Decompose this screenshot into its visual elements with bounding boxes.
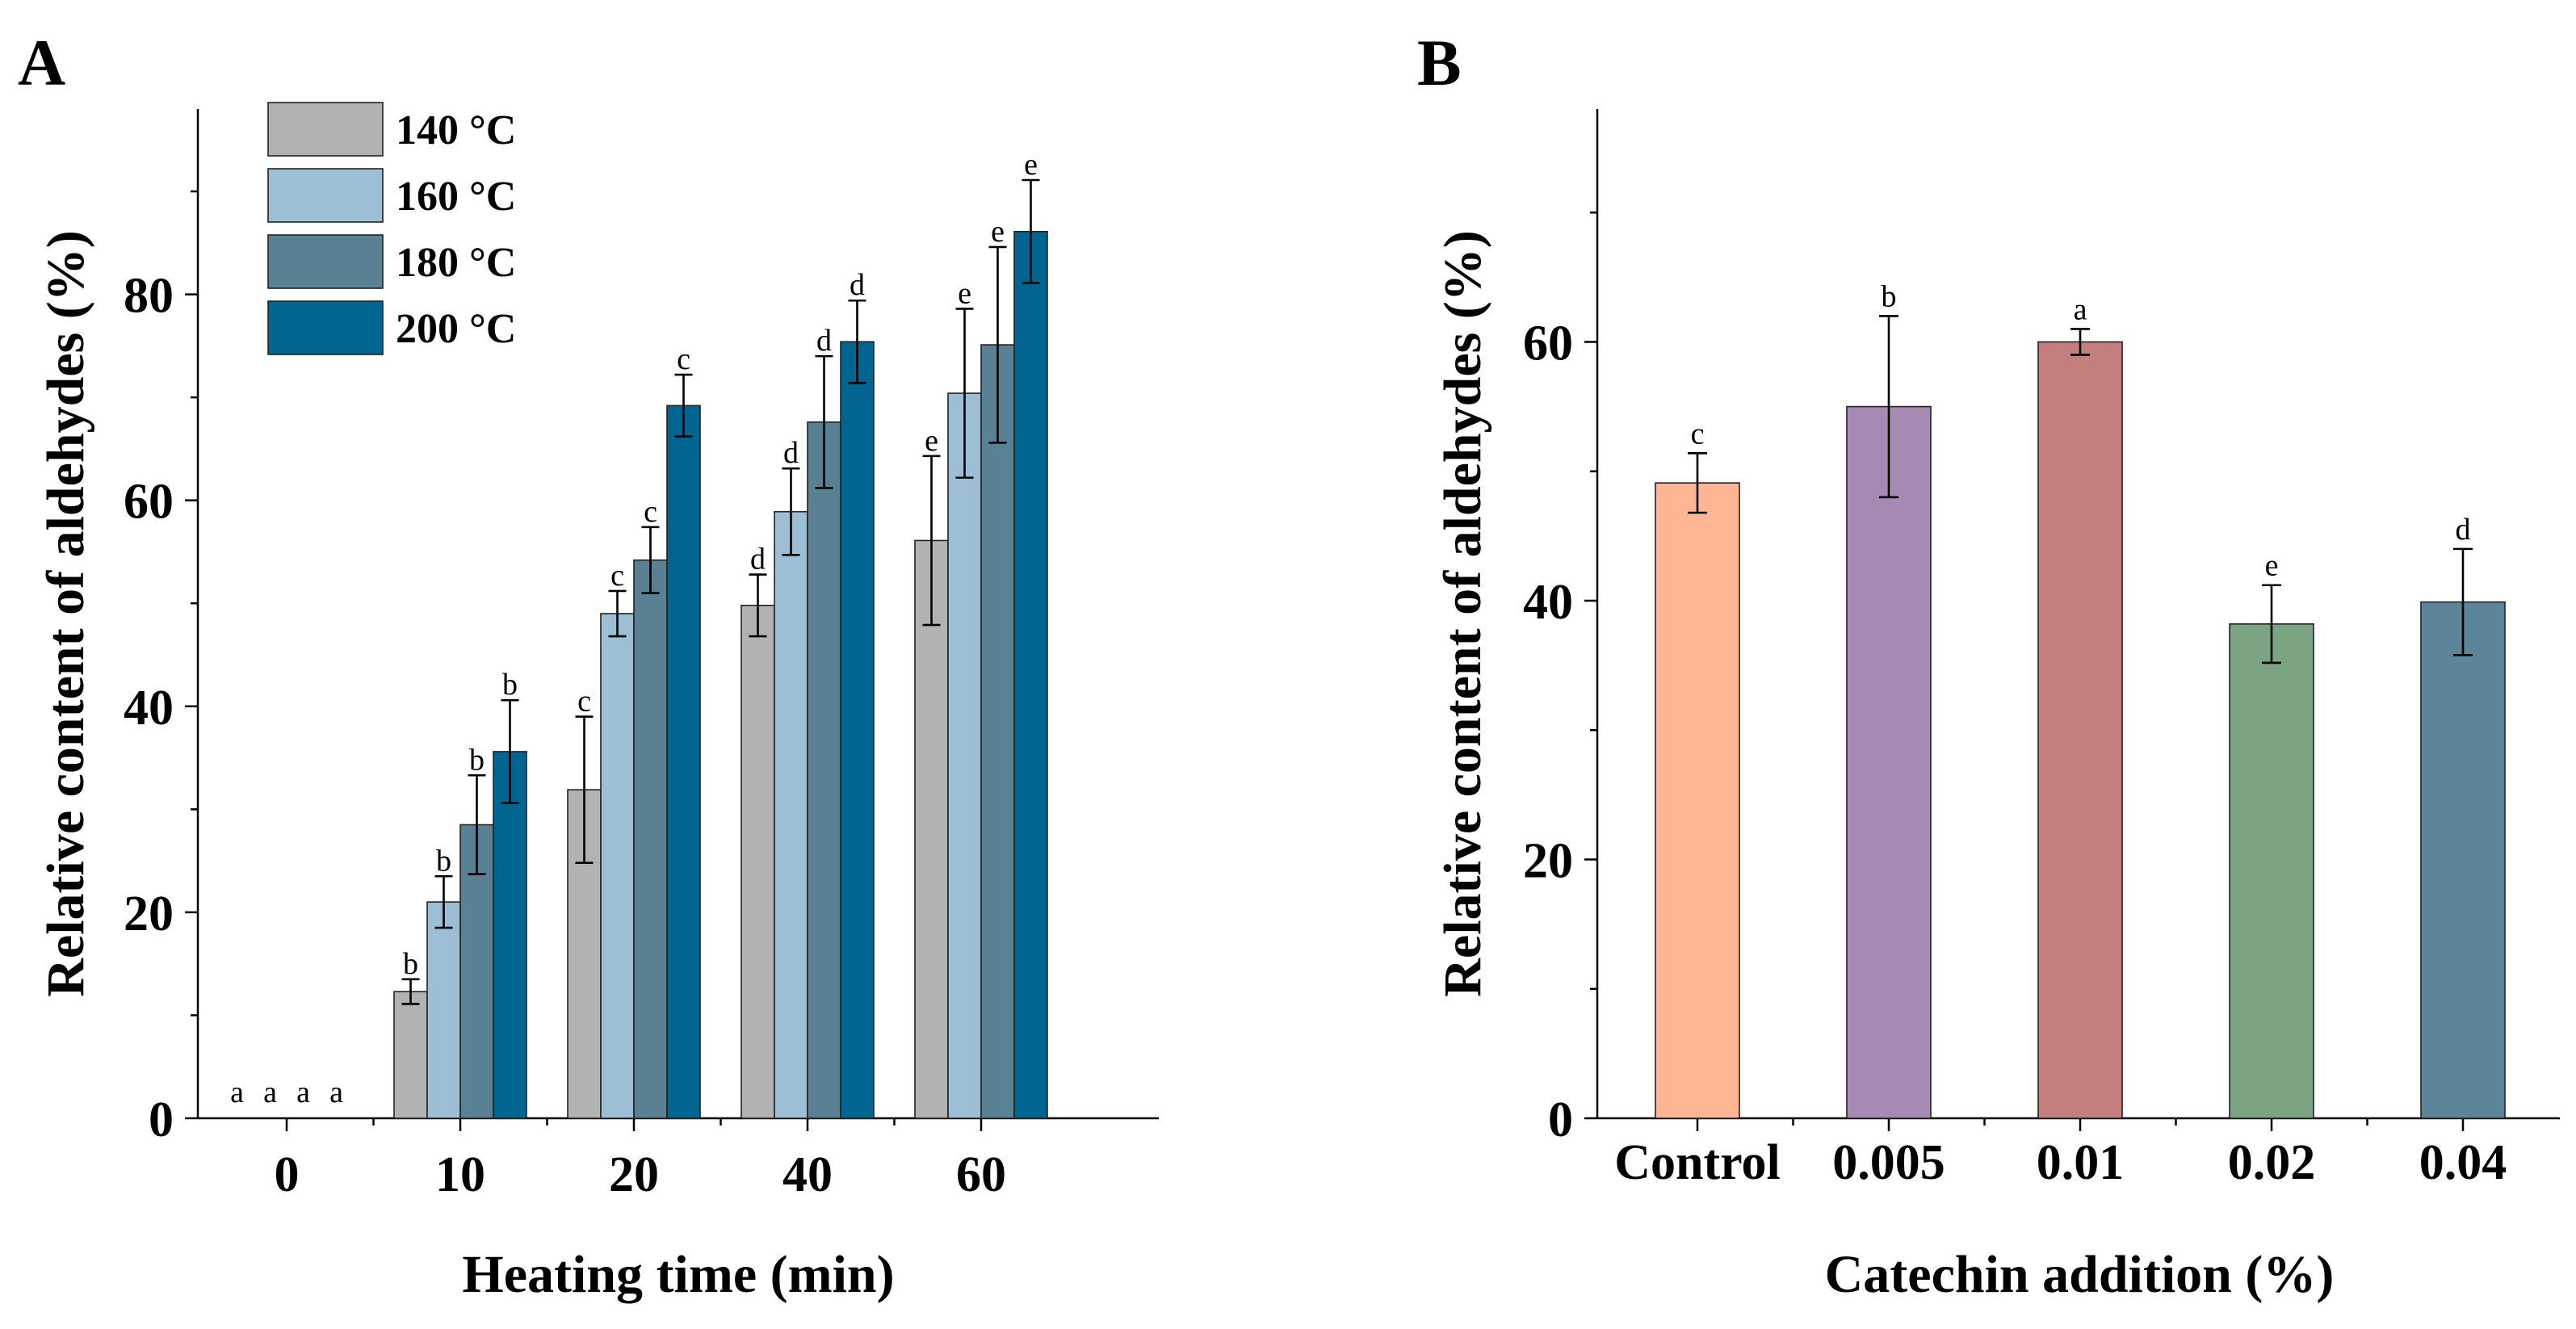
legend-swatch bbox=[267, 300, 384, 355]
significance-letter: b bbox=[436, 844, 451, 878]
bar bbox=[393, 991, 428, 1119]
x-tick-label: 0.005 bbox=[1832, 1135, 1945, 1190]
x-tick-label: 60 bbox=[956, 1147, 1006, 1202]
significance-letter: e bbox=[958, 276, 971, 310]
significance-letter: d bbox=[783, 436, 799, 470]
legend-label: 140 °C bbox=[396, 107, 516, 153]
y-tick-label: 60 bbox=[1523, 316, 1573, 371]
y-tick-label: 40 bbox=[1523, 575, 1573, 630]
x-tick-label: 0.01 bbox=[2037, 1135, 2125, 1190]
x-tick-label: 40 bbox=[782, 1147, 833, 1202]
significance-letter: a bbox=[2074, 292, 2087, 326]
significance-letter: c bbox=[644, 495, 657, 529]
y-tick-label: 0 bbox=[1548, 1092, 1573, 1147]
bar bbox=[600, 613, 635, 1119]
x-tick-label: 10 bbox=[435, 1147, 485, 1202]
significance-letter: d bbox=[850, 268, 865, 302]
significance-letter: e bbox=[2265, 549, 2279, 583]
significance-letter: e bbox=[925, 424, 938, 458]
bar bbox=[2037, 341, 2123, 1119]
bar bbox=[914, 539, 949, 1119]
x-tick-label: 0.04 bbox=[2419, 1135, 2507, 1190]
legend-label: 200 °C bbox=[396, 306, 516, 352]
y-axis-title: Relative content of aldehydes (%) bbox=[1433, 230, 1492, 997]
y-tick-label: 40 bbox=[124, 681, 174, 736]
significance-letter: a bbox=[230, 1075, 244, 1109]
bar bbox=[493, 751, 527, 1119]
bar bbox=[2229, 623, 2314, 1119]
significance-letter: e bbox=[991, 215, 1005, 249]
bar bbox=[633, 559, 668, 1119]
bar bbox=[840, 341, 875, 1119]
significance-letter: c bbox=[577, 685, 591, 719]
bar bbox=[774, 510, 808, 1119]
x-axis-title: Heating time (min) bbox=[462, 1245, 894, 1304]
panel-letter-b: B bbox=[1417, 26, 1462, 99]
bar bbox=[1846, 405, 1932, 1119]
bar bbox=[980, 344, 1015, 1119]
y-tick-label: 0 bbox=[149, 1092, 174, 1147]
legend-swatch bbox=[267, 234, 384, 289]
bar bbox=[2420, 601, 2506, 1119]
significance-letter: b bbox=[403, 947, 418, 981]
significance-letter: c bbox=[610, 559, 624, 593]
significance-letter: d bbox=[2456, 513, 2471, 547]
significance-letter: a bbox=[329, 1075, 343, 1109]
x-tick-label: 20 bbox=[609, 1147, 659, 1202]
bar bbox=[666, 405, 701, 1119]
bar bbox=[807, 421, 841, 1119]
x-tick-label: Control bbox=[1614, 1135, 1781, 1190]
x-axis-title: Catechin addition (%) bbox=[1825, 1245, 2335, 1304]
significance-letter: e bbox=[1024, 148, 1038, 182]
bar bbox=[1655, 482, 1740, 1119]
significance-letter: a bbox=[296, 1075, 310, 1109]
legend-swatch bbox=[267, 168, 384, 223]
significance-letter: c bbox=[677, 342, 690, 376]
y-tick-label: 20 bbox=[1523, 833, 1573, 888]
bar bbox=[740, 604, 775, 1119]
bar bbox=[1013, 230, 1048, 1119]
panel-letter-a: A bbox=[18, 26, 65, 99]
significance-letter: a bbox=[263, 1075, 277, 1109]
significance-letter: d bbox=[750, 543, 766, 576]
x-tick-label: 0 bbox=[275, 1147, 300, 1202]
significance-letter: d bbox=[816, 324, 832, 358]
significance-letter: b bbox=[1882, 279, 1897, 313]
legend-label: 180 °C bbox=[396, 240, 516, 286]
y-tick-label: 60 bbox=[124, 475, 174, 530]
legend-label: 160 °C bbox=[396, 174, 516, 220]
x-tick-label: 0.02 bbox=[2228, 1135, 2316, 1190]
panel-b-chart: B 0 20 40 60 Control c 0.005 b 0.01 a 0.02 e 0.04 d Cat… bbox=[1417, 26, 2560, 1304]
significance-letter: c bbox=[1691, 417, 1705, 451]
significance-letter: b bbox=[469, 743, 485, 777]
bar bbox=[426, 901, 461, 1119]
significance-letter: b bbox=[502, 668, 518, 702]
y-axis-title: Relative content of aldehydes (%) bbox=[36, 230, 95, 997]
bar bbox=[947, 392, 982, 1119]
y-tick-label: 20 bbox=[124, 887, 174, 941]
y-tick-label: 80 bbox=[124, 269, 174, 324]
legend-swatch bbox=[267, 102, 384, 157]
